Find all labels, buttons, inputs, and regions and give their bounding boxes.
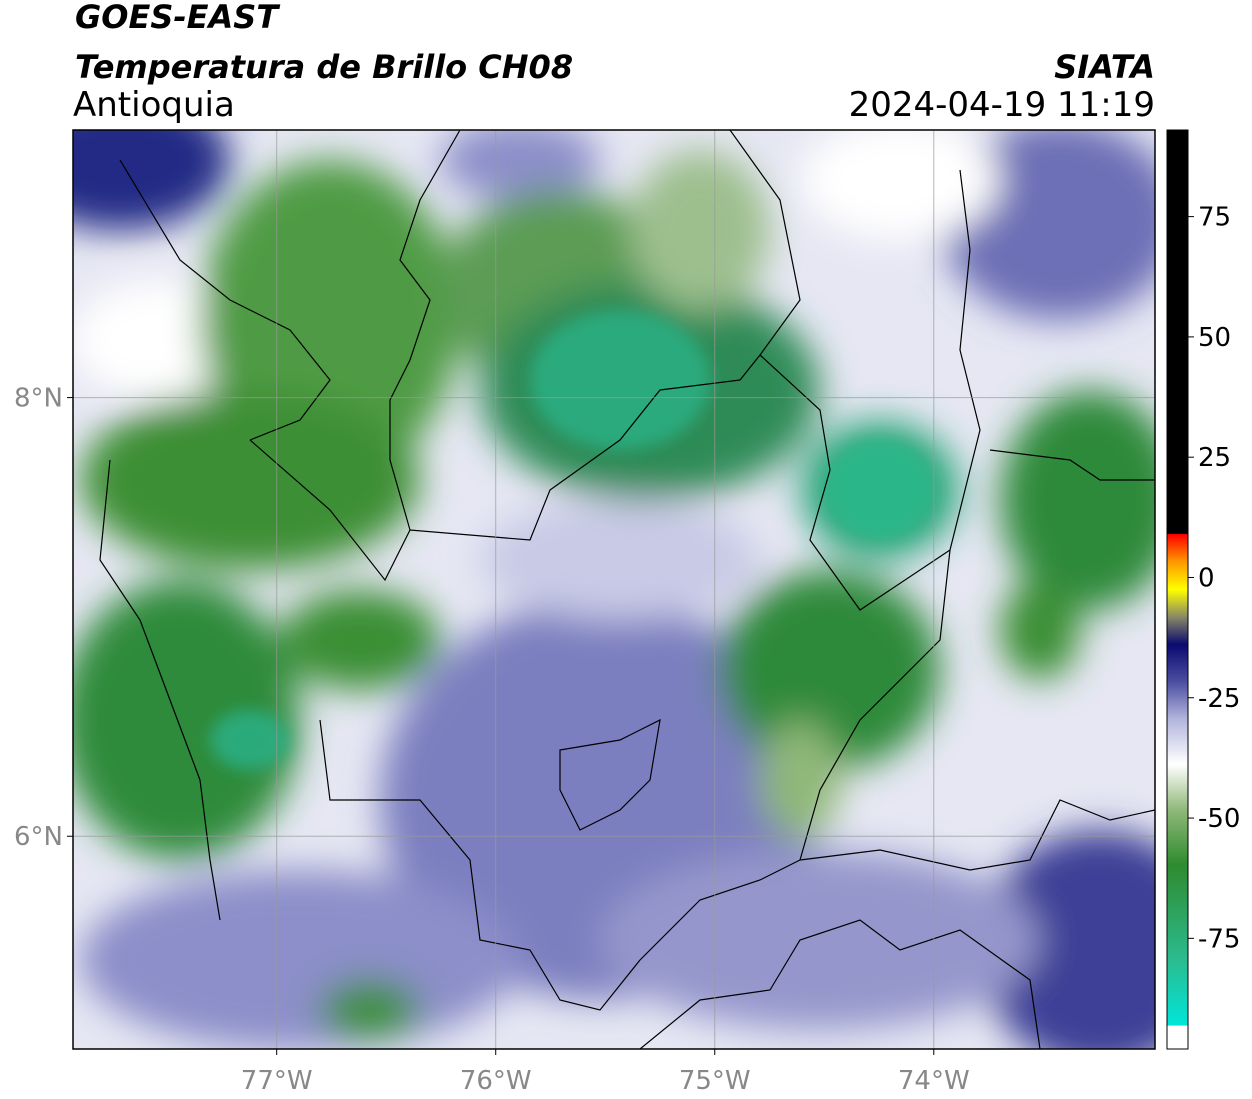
y-tick-label: 8°N: [14, 384, 63, 414]
map-frame: [72, 129, 1156, 1050]
borders: [99, 130, 1155, 1049]
x-tick-label: 76°W: [460, 1066, 532, 1096]
y-tick-label: 6°N: [14, 822, 63, 852]
colorbar-tick-label: -75: [1198, 924, 1240, 954]
colorbar-tick-label: 25: [1198, 443, 1231, 473]
title: GOES-EAST: [75, 0, 280, 36]
x-tick-label: 75°W: [679, 1066, 751, 1096]
colorbar-tick-label: -50: [1198, 804, 1240, 834]
satellite-field: [73, 130, 1155, 1049]
x-tick-label: 74°W: [898, 1066, 970, 1096]
subtitle: Temperatura de Brillo CH08: [75, 48, 573, 86]
colorbar-tick-label: 0: [1198, 563, 1215, 593]
x-tick-label: 77°W: [241, 1066, 313, 1096]
region: Antioquia: [73, 85, 235, 125]
colorbar-tick-label: 50: [1198, 323, 1231, 353]
source: SIATA: [1054, 48, 1155, 86]
timestamp: 2024-04-19 11:19: [849, 85, 1155, 125]
colorbar: [1166, 129, 1189, 1050]
colorbar-tick-label: 75: [1198, 203, 1231, 233]
colorbar-tick-label: -25: [1198, 684, 1240, 714]
